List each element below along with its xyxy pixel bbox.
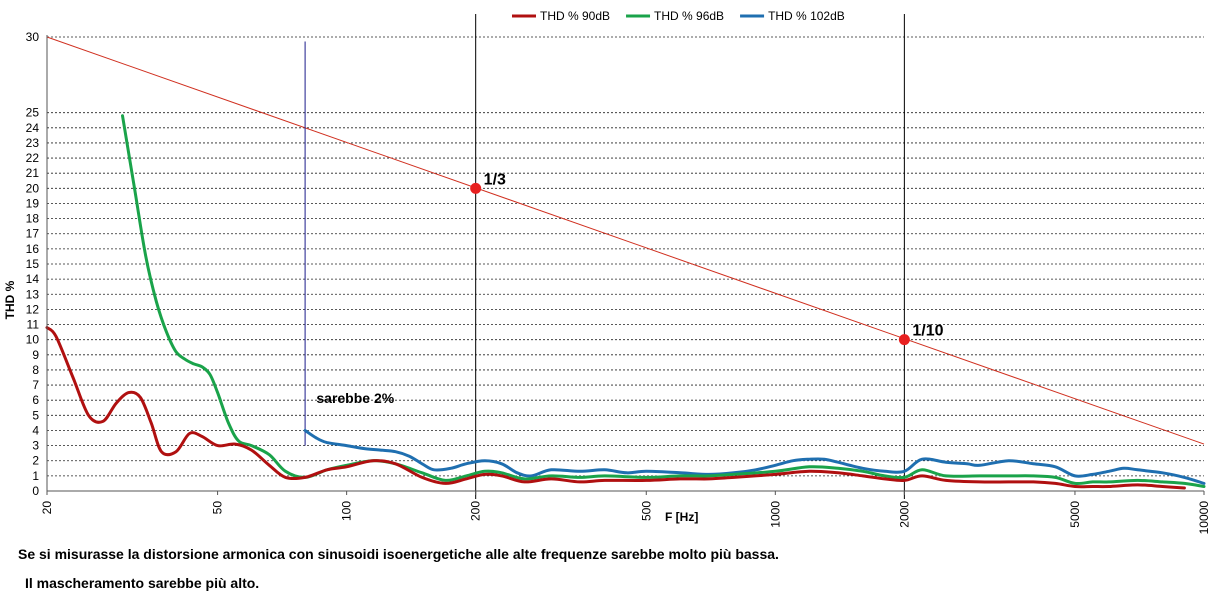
y-tick-label-15: 15 [26,257,40,271]
y-tick-label-14: 14 [26,272,40,286]
legend-label-1: THD % 90dB [540,9,610,23]
point-2 [898,334,910,346]
y-tick-label-0: 0 [32,484,39,498]
axes: 0123456789101112131415161718192021222324… [26,30,1211,534]
limit-line [46,36,1205,445]
y-tick-label-16: 16 [26,242,40,256]
x-axis-label: F [Hz] [665,510,698,524]
y-tick-label-2: 2 [32,454,39,468]
y-tick-label-25: 25 [26,106,40,120]
x-tick-label-50: 50 [211,501,225,515]
y-tick-label-8: 8 [32,363,39,377]
y-tick-label-11: 11 [27,318,40,332]
y-tick-label-13: 13 [26,287,40,301]
series-line-3 [303,429,1206,485]
x-tick-label-10000: 10000 [1197,501,1211,535]
y-tick-label-24: 24 [26,121,40,135]
y-tick-label-4: 4 [32,423,39,437]
y-tick-label-18: 18 [26,212,40,226]
y-tick-label-23: 23 [26,136,40,150]
x-tick-label-100: 100 [340,501,354,521]
legend: THD % 90dB THD % 96dB THD % 102dB [512,9,845,23]
legend-label-3: THD % 102dB [768,9,845,23]
y-tick-label-7: 7 [32,378,39,392]
y-tick-label-21: 21 [26,166,40,180]
x-tick-label-20: 20 [40,501,54,515]
y-tick-label-9: 9 [32,348,39,362]
y-tick-label-1: 1 [32,469,39,483]
legend-label-2: THD % 96dB [654,9,724,23]
y-tick-label-3: 3 [32,439,39,453]
y-tick-label-5: 5 [32,408,39,422]
caption-line-1: Se si misurasse la distorsione armonica … [18,546,779,562]
y-tick-label-19: 19 [26,196,40,210]
point-label-2: 1/10 [912,323,943,340]
series-layer [45,114,1206,490]
frequency-reference-lines [475,14,905,499]
series-line-1 [45,326,1186,490]
y-tick-label-30: 30 [26,30,40,44]
y-tick-label-6: 6 [32,393,39,407]
x-tick-label-2000: 2000 [897,501,911,528]
caption-line-2: Il mascheramento sarebbe più alto. [25,575,260,591]
annotation-layer: sarebbe 2% 1/3 1/10 [46,36,1205,446]
marker-text: sarebbe 2% [316,390,394,406]
y-tick-label-10: 10 [26,333,40,347]
point-label-1: 1/3 [484,171,506,188]
y-tick-label-17: 17 [26,227,40,241]
y-tick-label-12: 12 [26,302,40,316]
y-tick-label-22: 22 [26,151,40,165]
x-tick-label-1000: 1000 [768,501,782,528]
x-tick-label-500: 500 [639,501,653,521]
y-axis-label: THD % [3,280,17,319]
gridlines [47,36,1204,477]
x-tick-label-5000: 5000 [1068,501,1082,528]
chart-labels: THD % F [Hz] [3,280,698,524]
y-tick-label-20: 20 [26,181,40,195]
thd-chart: sarebbe 2%1/31/10 0123456789101112131415… [3,9,1211,534]
point-1 [470,182,482,194]
series-line-2 [121,114,1206,488]
x-tick-label-200: 200 [469,501,483,521]
